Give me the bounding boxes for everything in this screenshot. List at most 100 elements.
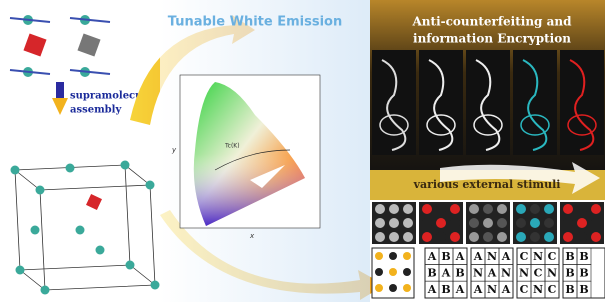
code-letter: A xyxy=(501,250,511,263)
dot xyxy=(591,232,601,242)
code-letter: B xyxy=(565,283,574,296)
atom xyxy=(41,286,50,295)
icon xyxy=(389,268,397,276)
dot xyxy=(375,232,385,242)
code-letter: C xyxy=(534,267,543,280)
dot xyxy=(497,218,507,228)
dot xyxy=(436,204,446,214)
dot xyxy=(469,232,479,242)
code-letter: N xyxy=(533,283,543,296)
dot xyxy=(469,218,479,228)
graphical-abstract: 0.00.10.20.30.40.50.60.70.80.00.10.20.30… xyxy=(0,0,605,302)
atom xyxy=(126,261,135,270)
dot xyxy=(389,232,399,242)
dot xyxy=(516,232,526,242)
code-letter: B xyxy=(579,283,588,296)
dot xyxy=(422,204,432,214)
code-letter: A xyxy=(473,250,483,263)
icon xyxy=(403,284,411,292)
dot xyxy=(436,232,446,242)
code-letter: B xyxy=(579,250,588,263)
image-tile xyxy=(372,50,416,155)
code-letter: N xyxy=(487,250,497,263)
dot xyxy=(450,204,460,214)
dot xyxy=(544,204,554,214)
code-letter: B xyxy=(441,283,450,296)
code-letter: N xyxy=(487,283,497,296)
code-letter: B xyxy=(565,250,574,263)
dot xyxy=(436,218,446,228)
dot xyxy=(483,218,493,228)
panel-title: information Encryption xyxy=(413,32,571,46)
image-tile xyxy=(513,50,557,155)
dot xyxy=(530,218,540,228)
code-letter: N xyxy=(473,267,483,280)
atom xyxy=(146,181,155,190)
image-tile xyxy=(560,50,604,155)
dot xyxy=(530,204,540,214)
cie-title: Tunable White Emission xyxy=(168,15,342,30)
dot xyxy=(577,232,587,242)
dot xyxy=(450,218,460,228)
stimuli-label: various external stimuli xyxy=(413,178,561,191)
dot xyxy=(403,232,413,242)
dot xyxy=(422,232,432,242)
dot xyxy=(530,232,540,242)
code-letter: C xyxy=(548,250,557,263)
code-letter: C xyxy=(520,250,529,263)
y-axis-label: y xyxy=(171,146,177,154)
dot xyxy=(563,218,573,228)
dot xyxy=(483,232,493,242)
dot xyxy=(544,232,554,242)
icon xyxy=(403,252,411,260)
cct-label: Tc(K) xyxy=(224,143,240,150)
dot xyxy=(516,218,526,228)
atom xyxy=(16,266,25,275)
icon xyxy=(389,252,397,260)
x-axis-label: x xyxy=(249,232,255,240)
code-letter: A xyxy=(455,283,465,296)
dot xyxy=(450,232,460,242)
atom xyxy=(96,246,105,255)
code-letter: A xyxy=(487,267,497,280)
image-tile xyxy=(419,50,463,155)
code-letter: N xyxy=(501,267,511,280)
atom xyxy=(76,226,85,235)
dot xyxy=(375,204,385,214)
icon xyxy=(375,268,383,276)
icon xyxy=(375,284,383,292)
code-letter: B xyxy=(565,267,574,280)
dot xyxy=(577,218,587,228)
dot xyxy=(577,204,587,214)
dot xyxy=(422,218,432,228)
code-letter: N xyxy=(533,250,543,263)
dot xyxy=(563,232,573,242)
code-letter: A xyxy=(473,283,483,296)
dot xyxy=(483,204,493,214)
dot xyxy=(403,218,413,228)
dot xyxy=(389,218,399,228)
dot xyxy=(591,204,601,214)
atom xyxy=(66,164,75,173)
dot xyxy=(544,218,554,228)
dot xyxy=(563,204,573,214)
atom xyxy=(121,161,130,170)
molecule-panel: supramolecular assembly xyxy=(10,15,160,295)
dot xyxy=(375,218,385,228)
dot xyxy=(516,204,526,214)
assembly-label: assembly xyxy=(70,105,122,116)
code-letter: A xyxy=(441,267,451,280)
dot xyxy=(469,204,479,214)
code-letter: C xyxy=(520,283,529,296)
atom xyxy=(11,166,20,175)
code-letter: B xyxy=(455,267,464,280)
dot xyxy=(591,218,601,228)
code-letter: N xyxy=(547,267,557,280)
dot xyxy=(497,232,507,242)
code-letter: C xyxy=(548,283,557,296)
panel-title: Anti-counterfeiting and xyxy=(411,15,572,29)
code-letter: B xyxy=(441,250,450,263)
image-tile xyxy=(466,50,510,155)
atom xyxy=(31,226,40,235)
code-letter: A xyxy=(427,283,437,296)
